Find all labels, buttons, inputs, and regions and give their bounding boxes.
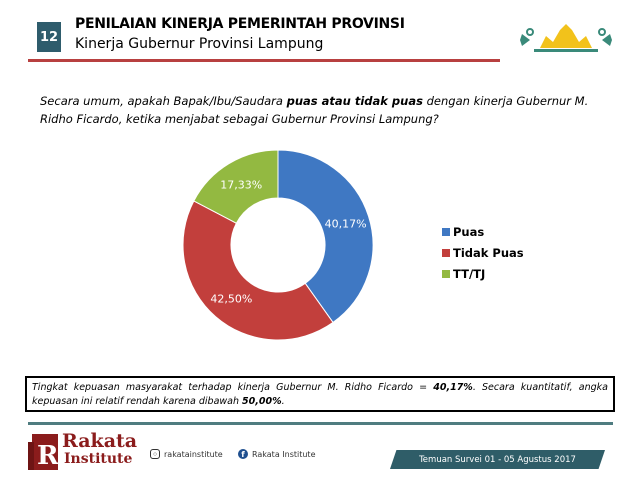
header-divider bbox=[28, 59, 500, 62]
donut-slice-puas bbox=[277, 149, 374, 324]
legend-label: Puas bbox=[453, 224, 485, 239]
svg-text:R: R bbox=[37, 441, 59, 471]
donut-slice-tt-tj bbox=[193, 149, 279, 224]
survey-date-banner: Temuan Survei 01 - 05 Agustus 2017 bbox=[390, 450, 605, 469]
conclusion-note: Tingkat kepuasan masyarakat terhadap kin… bbox=[25, 376, 615, 412]
brand-name: Rakata bbox=[62, 430, 138, 452]
donut-slice-tidak-puas bbox=[182, 200, 334, 341]
survey-question: Secara umum, apakah Bapak/Ibu/Saudara pu… bbox=[40, 94, 589, 126]
facebook-icon: f bbox=[238, 449, 248, 459]
footer-divider bbox=[28, 422, 613, 425]
data-label: 42,50% bbox=[210, 292, 252, 305]
legend-item-puas: Puas bbox=[442, 221, 524, 242]
legend-swatch bbox=[442, 248, 450, 257]
data-label: 40,17% bbox=[325, 217, 367, 230]
legend-label: TT/TJ bbox=[453, 266, 486, 281]
instagram-link[interactable]: ◦ rakatainstitute bbox=[150, 449, 223, 459]
chart-legend: Puas Tidak Puas TT/TJ bbox=[442, 221, 524, 284]
brand-name-2: Institute bbox=[64, 451, 133, 467]
lampung-siger-logo bbox=[520, 24, 612, 52]
slide-title: PENILAIAN KINERJA PEMERINTAH PROVINSI bbox=[75, 16, 405, 32]
legend-label: Tidak Puas bbox=[453, 245, 524, 260]
rakata-logo-mark: R bbox=[28, 434, 59, 471]
legend-item-tt-tj: TT/TJ bbox=[442, 263, 524, 284]
instagram-icon: ◦ bbox=[150, 449, 160, 459]
data-label: 17,33% bbox=[220, 178, 262, 191]
legend-swatch bbox=[442, 269, 450, 278]
legend-swatch bbox=[442, 227, 450, 236]
legend-item-tidak-puas: Tidak Puas bbox=[442, 242, 524, 263]
facebook-link[interactable]: f Rakata Institute bbox=[238, 449, 315, 459]
slide-subtitle: Kinerja Gubernur Provinsi Lampung bbox=[75, 36, 324, 52]
slide-number: 12 bbox=[37, 22, 61, 52]
